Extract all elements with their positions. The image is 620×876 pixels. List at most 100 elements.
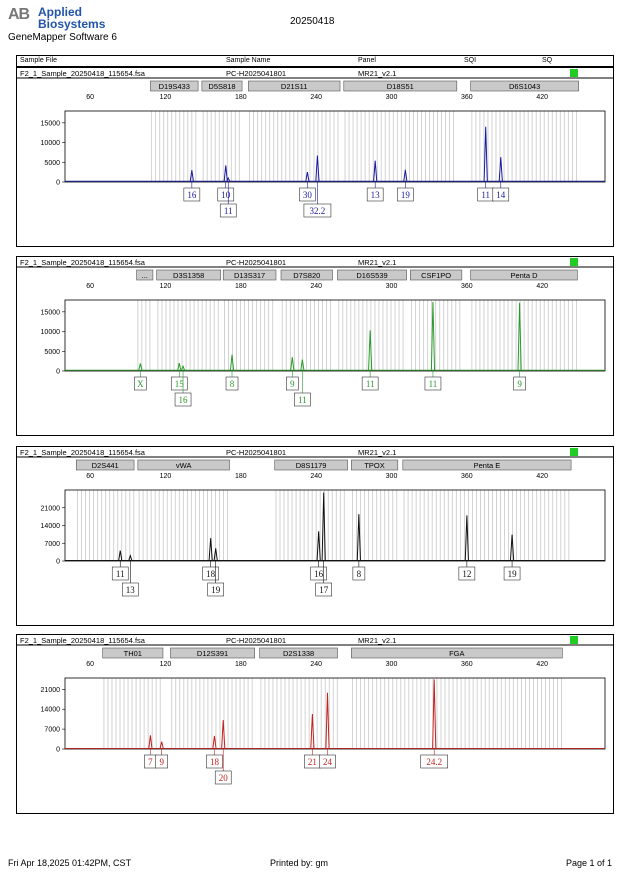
marker-label: FGA — [449, 649, 464, 658]
allele-bins — [151, 111, 197, 182]
allele-box — [458, 566, 476, 581]
allele-call-label: 30 — [303, 190, 313, 200]
allele-call-label: 16 — [187, 190, 197, 200]
electropherogram-panel-2: F2_1_Sample_20250418_115654.fsa PC-H20250… — [16, 256, 614, 436]
marker-box — [156, 269, 222, 281]
marker-label: vWA — [176, 461, 192, 470]
y-tick-label: 7000 — [44, 541, 60, 548]
allele-bins — [403, 490, 570, 561]
peak — [368, 330, 373, 371]
peak — [229, 354, 235, 371]
allele-box — [366, 187, 384, 202]
peak — [180, 364, 186, 371]
col-sample-file: Sample File — [20, 57, 57, 64]
allele-call-label: 24.2 — [426, 757, 442, 767]
allele-bins — [344, 111, 454, 182]
allele-box — [303, 203, 332, 218]
logo-mark: AB — [8, 6, 30, 23]
peak — [212, 735, 217, 749]
marker-label: D5S818 — [208, 82, 235, 91]
marker-box — [201, 80, 243, 92]
allele-call-label: 11 — [224, 206, 233, 216]
x-tick-label: 60 — [86, 94, 94, 101]
marker-box — [76, 459, 135, 471]
allele-bins — [471, 300, 577, 371]
allele-box — [122, 582, 139, 597]
marker-box — [248, 80, 341, 92]
plot-frame — [64, 489, 606, 562]
electropherogram-2: F2_1_Sample_20250418_115654.fsa PC-H20250… — [17, 258, 613, 407]
allele-call-label: 9 — [290, 379, 295, 389]
marker-label: D2S1338 — [283, 649, 314, 658]
page-number: Page 1 of 1 — [565, 858, 612, 868]
x-tick-label: 180 — [235, 94, 247, 101]
allele-call-label: 16 — [179, 395, 189, 405]
y-tick-label: 21000 — [41, 687, 61, 694]
marker-box — [337, 269, 407, 281]
x-tick-label: 120 — [160, 661, 172, 668]
logo-text: Applied Biosystems — [38, 6, 105, 30]
x-tick-label: 180 — [235, 283, 247, 290]
x-tick-label: 420 — [536, 283, 548, 290]
allele-bins — [352, 490, 398, 561]
allele-bins — [138, 490, 228, 561]
peak — [432, 679, 437, 749]
quality-status-indicator — [570, 636, 578, 644]
marker-box — [137, 459, 230, 471]
allele-box — [492, 187, 510, 202]
y-tick-label: 5000 — [44, 160, 60, 167]
allele-bins — [171, 678, 253, 749]
x-tick-label: 120 — [160, 94, 172, 101]
peak — [300, 359, 305, 371]
marker-label: D18S51 — [387, 82, 414, 91]
peak — [315, 155, 320, 182]
y-tick-label: 10000 — [41, 140, 61, 147]
y-tick-label: 5000 — [44, 349, 60, 356]
peak — [464, 515, 469, 561]
x-tick-label: 300 — [386, 661, 398, 668]
allele-call-label: 9 — [159, 757, 164, 767]
allele-box — [214, 770, 232, 785]
allele-bins — [103, 678, 161, 749]
allele-call-label: 11 — [429, 379, 438, 389]
marker-label: D7S820 — [293, 271, 320, 280]
allele-call-label: 20 — [219, 773, 229, 783]
quality-status-indicator — [570, 69, 578, 77]
allele-call-label: 18 — [206, 569, 216, 579]
marker-box — [343, 80, 458, 92]
allele-box — [513, 376, 526, 391]
col-sq: SQ — [542, 57, 553, 64]
allele-bins — [275, 490, 345, 561]
plot-frame — [64, 110, 606, 183]
x-tick-label: 180 — [235, 661, 247, 668]
allele-box — [206, 754, 223, 769]
marker-label: D19S433 — [159, 82, 190, 91]
allele-box — [134, 376, 147, 391]
marker-box — [150, 80, 199, 92]
y-tick-label: 15000 — [41, 120, 61, 127]
allele-box — [225, 376, 239, 391]
peak — [310, 714, 315, 749]
x-tick-label: 360 — [461, 94, 473, 101]
peak — [483, 126, 488, 182]
peak — [290, 357, 295, 371]
allele-bins — [471, 111, 577, 182]
peak — [325, 692, 330, 749]
software-name: GeneMapper Software 6 — [8, 32, 117, 43]
peak — [305, 172, 310, 182]
allele-call-label: 11 — [481, 190, 490, 200]
marker-label: D6S1043 — [509, 82, 540, 91]
allele-call-label: 8 — [230, 379, 235, 389]
allele-call-label: 10 — [221, 190, 231, 200]
peak — [138, 363, 143, 371]
x-tick-label: 300 — [386, 473, 398, 480]
marker-label: D21S11 — [281, 82, 308, 91]
allele-call-label: 16 — [314, 569, 324, 579]
x-tick-label: 240 — [310, 473, 322, 480]
peak — [177, 363, 182, 371]
allele-call-label: 9 — [517, 379, 522, 389]
y-tick-label: 14000 — [41, 523, 61, 530]
peak — [403, 169, 408, 182]
col-panel: Panel — [358, 57, 376, 64]
marker-box — [170, 647, 255, 659]
